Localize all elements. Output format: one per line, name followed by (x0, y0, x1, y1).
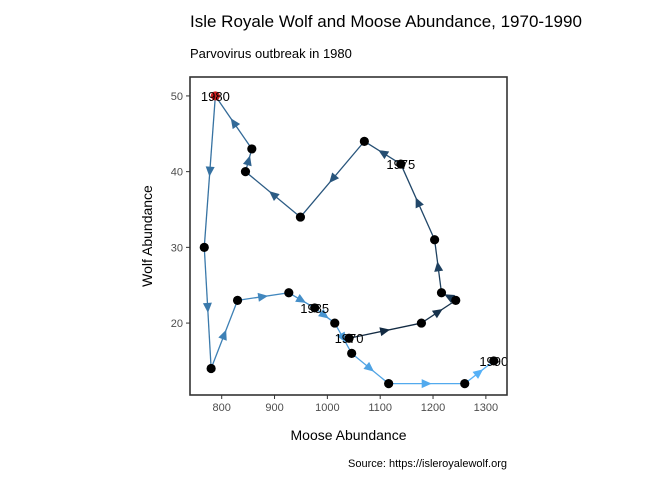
direction-arrow (363, 361, 375, 372)
y-tick-label: 40 (171, 167, 183, 179)
data-point (416, 318, 427, 328)
direction-arrow (421, 379, 432, 389)
y-axis-label: Wolf Abundance (139, 185, 155, 287)
x-axis-label: Moose Abundance (291, 427, 407, 443)
data-point (310, 303, 320, 313)
year-label: 1985 (300, 301, 329, 316)
data-point (206, 363, 216, 374)
x-tick-label: 1000 (315, 402, 339, 414)
direction-arrow (329, 172, 340, 184)
x-tick-label: 1300 (474, 402, 498, 414)
year-labels: 1970 1975 1980 1985 1990 (201, 89, 508, 369)
x-tick-label: 1200 (421, 402, 445, 414)
year-label: 1970 (335, 331, 364, 346)
chart-title: Isle Royale Wolf and Moose Abundance, 19… (190, 12, 582, 31)
direction-arrow (269, 191, 280, 202)
direction-arrow (230, 118, 241, 130)
year-label: 1980 (201, 89, 230, 104)
data-point (430, 235, 440, 245)
direction-arrow (379, 327, 391, 337)
direction-arrow (218, 329, 227, 341)
direction-arrow (257, 292, 269, 302)
data-points (199, 91, 499, 389)
data-point (451, 295, 461, 305)
direction-arrow (295, 293, 307, 303)
plot-panel-border (189, 76, 508, 396)
data-point (384, 379, 394, 389)
data-point (240, 167, 251, 177)
data-point (396, 159, 406, 169)
data-point (436, 288, 447, 298)
direction-arrow (444, 294, 456, 303)
direction-arrow (472, 369, 484, 379)
data-point (344, 333, 354, 343)
data-point (347, 348, 357, 358)
data-point (460, 379, 470, 389)
year-label: 1990 (479, 354, 508, 369)
data-point (199, 242, 209, 252)
data-point (247, 144, 257, 154)
x-axis-ticks: 800 900 1000 1100 1200 1300 (213, 395, 498, 414)
direction-arrow (202, 302, 212, 313)
y-tick-label: 30 (171, 242, 183, 254)
y-axis-ticks: 20 30 40 50 (171, 91, 190, 330)
direction-arrow (431, 308, 443, 319)
x-tick-label: 900 (265, 402, 283, 414)
data-point (295, 212, 306, 222)
direction-arrow (378, 150, 390, 160)
data-point (284, 288, 294, 298)
direction-arrow (318, 308, 329, 319)
x-tick-label: 1100 (368, 402, 392, 414)
data-point (330, 318, 340, 328)
highlight-point (210, 91, 220, 101)
data-point (359, 136, 369, 146)
chart-caption: Source: https://isleroyalewolf.org (348, 458, 507, 470)
y-tick-label: 20 (171, 318, 183, 330)
data-point (232, 295, 243, 305)
direction-arrow (434, 261, 444, 272)
chart-subtitle: Parvovirus outbreak in 1980 (190, 46, 352, 61)
direction-arrow (415, 197, 424, 209)
direction-arrow (205, 166, 215, 177)
data-point (489, 356, 499, 366)
x-tick-label: 800 (213, 402, 231, 414)
year-label: 1975 (386, 157, 415, 172)
y-tick-label: 50 (171, 91, 183, 103)
direction-arrow (242, 155, 252, 167)
direction-arrow (336, 331, 346, 343)
